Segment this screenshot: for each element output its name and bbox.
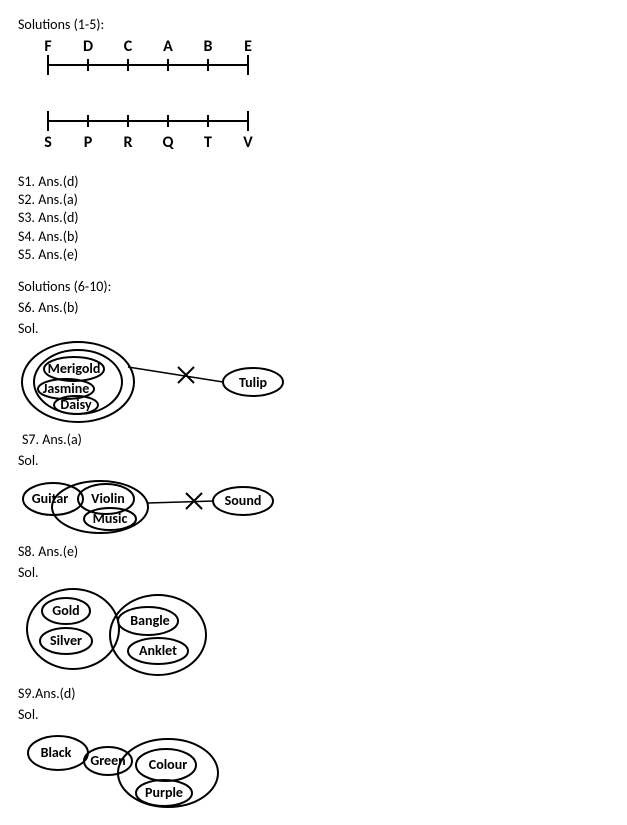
s9-sol-label: Sol. xyxy=(18,706,609,723)
answer-line: S1. Ans.(d) xyxy=(18,173,609,191)
svg-text:C: C xyxy=(124,37,133,56)
s6-answer: S6. Ans.(b) xyxy=(18,299,609,316)
svg-text:S: S xyxy=(44,133,52,152)
answer-line: S2. Ans.(a) xyxy=(18,191,609,209)
answers-1-5: S1. Ans.(d)S2. Ans.(a)S3. Ans.(d)S4. Ans… xyxy=(18,173,609,264)
s6-sol-label: Sol. xyxy=(18,320,609,337)
s7-answer: S7. Ans.(a) xyxy=(22,431,609,448)
svg-text:F: F xyxy=(44,37,51,56)
svg-text:Colour: Colour xyxy=(149,756,187,773)
svg-text:Green: Green xyxy=(90,752,125,769)
svg-text:Jasmine: Jasmine xyxy=(43,380,90,397)
svg-text:Q: Q xyxy=(163,133,175,152)
s9-venn: Black Green Colour Purple xyxy=(18,723,278,813)
s9-answer: S9.Ans.(d) xyxy=(18,685,609,702)
answer-line: S4. Ans.(b) xyxy=(18,228,609,246)
svg-text:B: B xyxy=(204,37,213,56)
svg-text:Music: Music xyxy=(93,510,128,527)
svg-text:Silver: Silver xyxy=(50,632,82,649)
svg-text:Guitar: Guitar xyxy=(32,490,69,507)
s6-venn: Merigold JasmineDaisy Tulip xyxy=(18,337,318,427)
svg-text:Purple: Purple xyxy=(145,784,183,801)
s8-answer: S8. Ans.(e) xyxy=(18,543,609,560)
svg-text:Daisy: Daisy xyxy=(60,396,92,413)
svg-text:P: P xyxy=(84,133,93,152)
s7-venn: Guitar Violin Music Sound xyxy=(18,469,318,539)
svg-text:Tulip: Tulip xyxy=(239,374,268,391)
svg-text:Gold: Gold xyxy=(52,602,79,619)
svg-text:Black: Black xyxy=(41,744,72,761)
svg-text:Anklet: Anklet xyxy=(139,642,177,659)
number-line-2: SPRQTV xyxy=(18,103,278,153)
svg-text:E: E xyxy=(244,37,252,56)
s8-venn: Gold Silver Bangle Anklet xyxy=(18,581,278,681)
svg-text:D: D xyxy=(83,37,93,56)
s7-sol-label: Sol. xyxy=(18,452,609,469)
svg-text:V: V xyxy=(243,133,253,152)
svg-text:A: A xyxy=(163,37,173,56)
svg-text:Sound: Sound xyxy=(225,492,262,509)
s8-sol-label: Sol. xyxy=(18,564,609,581)
svg-text:Merigold: Merigold xyxy=(48,360,101,377)
answer-line: S3. Ans.(d) xyxy=(18,209,609,227)
svg-text:R: R xyxy=(123,133,132,152)
svg-text:T: T xyxy=(204,133,212,152)
answer-line: S5. Ans.(e) xyxy=(18,246,609,264)
svg-text:Bangle: Bangle xyxy=(130,612,169,629)
svg-text:Violin: Violin xyxy=(91,490,125,507)
number-line-1: FDCABE xyxy=(18,37,278,87)
solutions-6-10-heading: Solutions (6-10): xyxy=(18,278,609,295)
solutions-1-5-heading: Solutions (1-5): xyxy=(18,16,609,33)
